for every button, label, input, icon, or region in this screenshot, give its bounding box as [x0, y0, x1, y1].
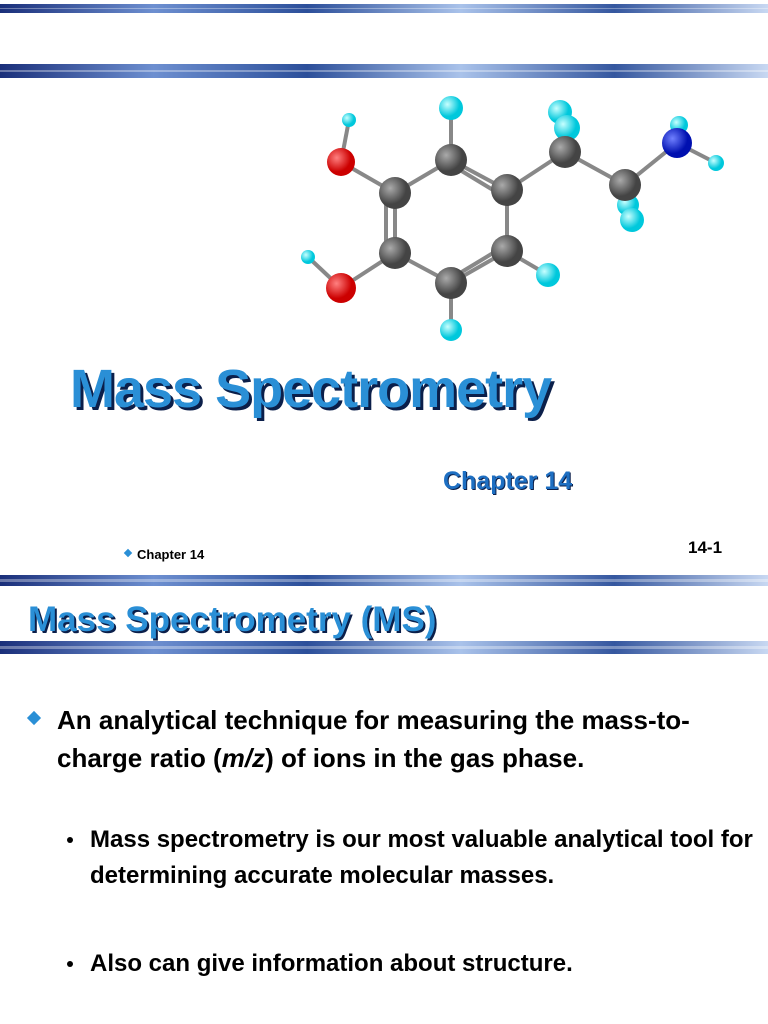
sub-bullet: Also can give information about structur… [90, 950, 573, 977]
text: ) of ions in the gas phase. [265, 743, 585, 773]
stripe [0, 641, 768, 654]
molecule [301, 96, 724, 341]
bullet-text: An analytical technique for measuring th… [57, 701, 757, 777]
stripe [0, 4, 768, 13]
stripe [0, 64, 768, 78]
text: An analytical technique for measuring th… [57, 705, 690, 773]
italic-text: m/z [221, 743, 266, 773]
stripe [0, 575, 768, 586]
slide-title: Mass Spectrometry [70, 359, 552, 419]
bullet-dot [67, 961, 73, 967]
bullet-icon [123, 548, 133, 558]
slide-title: Mass Spectrometry (MS) [28, 600, 437, 639]
bullet-icon [26, 710, 42, 726]
footer: Chapter 14 [137, 547, 205, 562]
bullet-dot [67, 837, 73, 843]
sub-bullet: Mass spectrometry is our most valuable a… [90, 826, 753, 889]
slide-subtitle: Chapter 14 [443, 467, 573, 495]
page-number: 14-1 [688, 538, 723, 557]
